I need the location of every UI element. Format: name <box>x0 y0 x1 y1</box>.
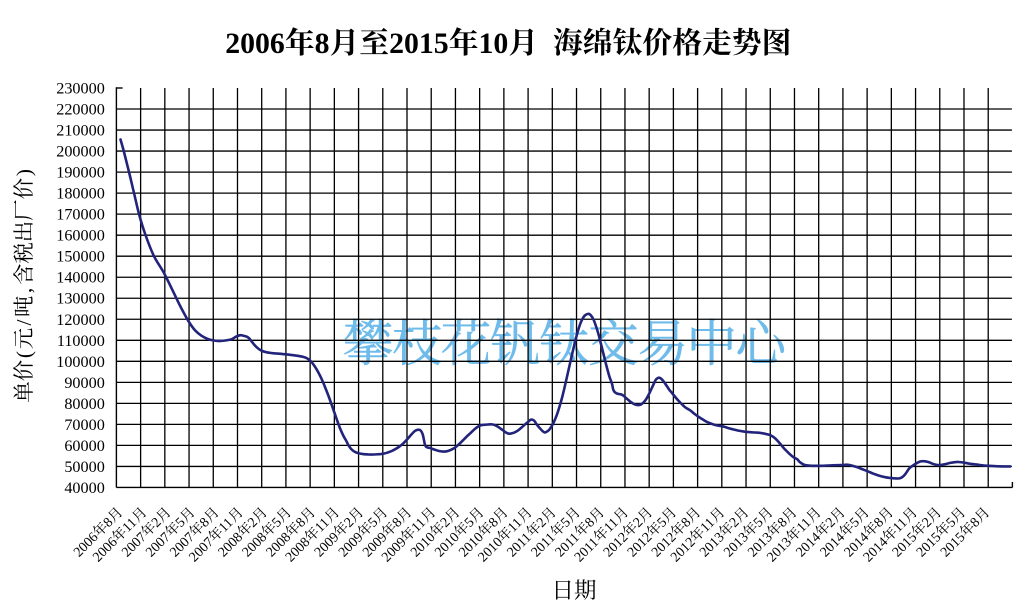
svg-text:90000: 90000 <box>64 374 104 392</box>
svg-text:70000: 70000 <box>64 416 104 434</box>
svg-text:60000: 60000 <box>64 437 104 455</box>
svg-text:120000: 120000 <box>56 311 105 329</box>
svg-text:/: / <box>12 319 36 325</box>
svg-text:40000: 40000 <box>64 479 104 497</box>
svg-text:2015: 2015 <box>389 27 449 60</box>
svg-text:210000: 210000 <box>56 122 105 140</box>
svg-text:2006: 2006 <box>225 27 285 60</box>
svg-text:110000: 110000 <box>57 332 105 350</box>
svg-text:200000: 200000 <box>56 143 105 161</box>
svg-text:100000: 100000 <box>56 353 105 371</box>
svg-text:(: ( <box>12 351 36 358</box>
svg-text:190000: 190000 <box>56 164 105 182</box>
svg-text:): ) <box>12 169 36 176</box>
svg-text:130000: 130000 <box>56 290 105 308</box>
svg-text:,: , <box>12 288 36 293</box>
svg-text:140000: 140000 <box>56 269 105 287</box>
svg-text:180000: 180000 <box>56 185 105 203</box>
svg-text:160000: 160000 <box>56 227 105 245</box>
svg-text:80000: 80000 <box>64 395 104 413</box>
svg-text:150000: 150000 <box>56 248 105 266</box>
svg-text:220000: 220000 <box>56 101 105 119</box>
svg-text:50000: 50000 <box>64 458 104 476</box>
svg-text:10: 10 <box>479 27 509 60</box>
svg-text:170000: 170000 <box>56 206 105 224</box>
svg-text:230000: 230000 <box>56 80 105 98</box>
svg-text:8: 8 <box>315 27 330 60</box>
